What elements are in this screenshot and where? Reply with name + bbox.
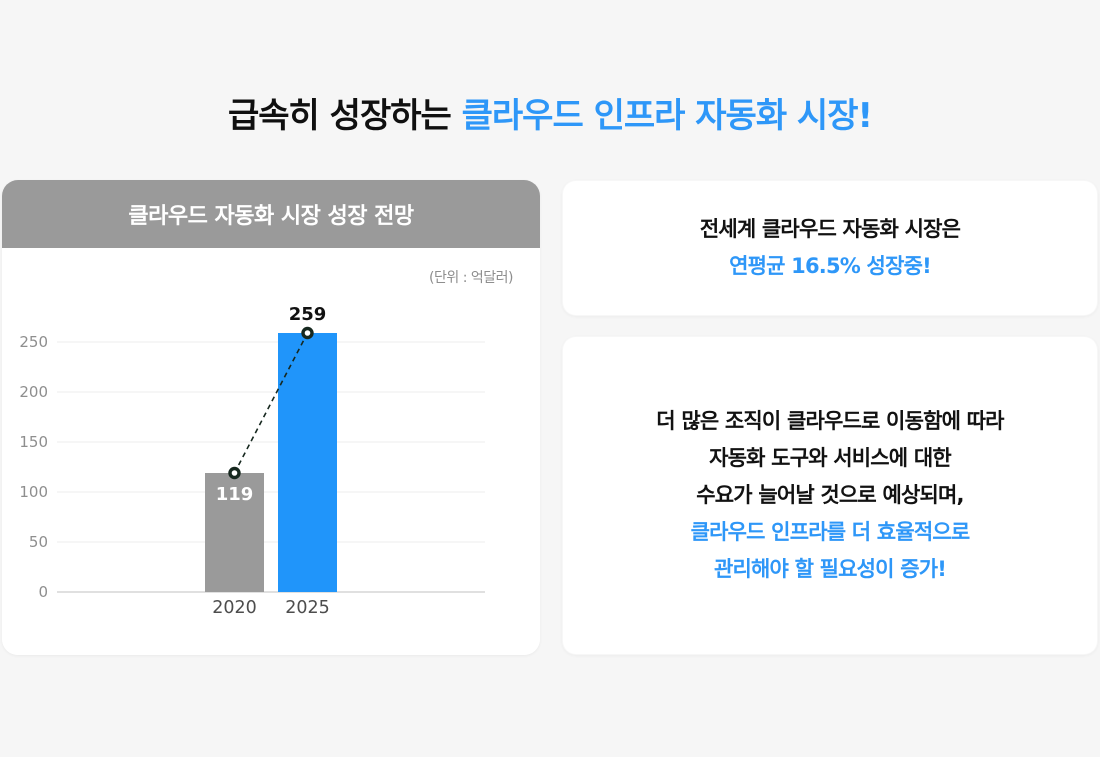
bar-2020 xyxy=(205,473,264,592)
x-tick-label-2020: 2020 xyxy=(212,598,257,618)
info-card-demand-forecast-line-1: 더 많은 조직이 클라우드로 이동함에 따라 xyxy=(656,409,1004,433)
y-tick-label-250: 250 xyxy=(19,333,48,351)
y-tick-label-100: 100 xyxy=(19,483,48,501)
data-point-marker-2025 xyxy=(301,326,314,340)
data-point-marker-2020 xyxy=(228,466,241,480)
value-label-2025: 259 xyxy=(289,304,327,325)
chart-card: 클라우드 자동화 시장 성장 전망 (단위 : 억달러) 0 50 100 150 20… xyxy=(2,180,540,655)
chart-body: (단위 : 억달러) 0 50 100 150 200 250 119 259 2020 2025 xyxy=(2,248,540,655)
y-tick-label-150: 150 xyxy=(19,433,48,451)
page-title-highlight: 클라우드 인프라 자동화 시장! xyxy=(461,96,873,136)
chart-unit-label: (단위 : 억달러) xyxy=(429,270,513,286)
info-card-demand-forecast-line-3: 수요가 늘어날 것으로 예상되며, xyxy=(696,483,964,507)
bar-chart: 0 50 100 150 200 250 119 259 2020 2025 xyxy=(19,304,485,618)
info-card-demand-forecast-line-4: 클라우드 인프라를 더 효율적으로 xyxy=(690,520,971,544)
y-tick-label-50: 50 xyxy=(29,533,48,551)
value-label-2020: 119 xyxy=(216,484,254,505)
chart-card-header: 클라우드 자동화 시장 성장 전망 xyxy=(2,180,540,248)
chart-card-title: 클라우드 자동화 시장 성장 전망 xyxy=(128,204,414,229)
x-tick-label-2025: 2025 xyxy=(285,598,330,618)
info-card-demand-forecast-line-5: 관리해야 할 필요성이 증가! xyxy=(713,557,947,581)
info-card-demand-forecast-line-2: 자동화 도구와 서비스에 대한 xyxy=(709,446,952,470)
info-card-growth-rate-line-2: 연평균 16.5% 성장중! xyxy=(729,254,932,278)
y-tick-label-0: 0 xyxy=(38,583,48,601)
bar-2025 xyxy=(278,333,337,592)
info-card-growth-rate-line-1: 전세계 클라우드 자동화 시장은 xyxy=(699,217,961,241)
page-title: 급속히 성장하는 클라우드 인프라 자동화 시장! xyxy=(0,88,1100,137)
page-title-plain: 급속히 성장하는 xyxy=(227,96,462,136)
y-tick-label-200: 200 xyxy=(19,383,48,401)
